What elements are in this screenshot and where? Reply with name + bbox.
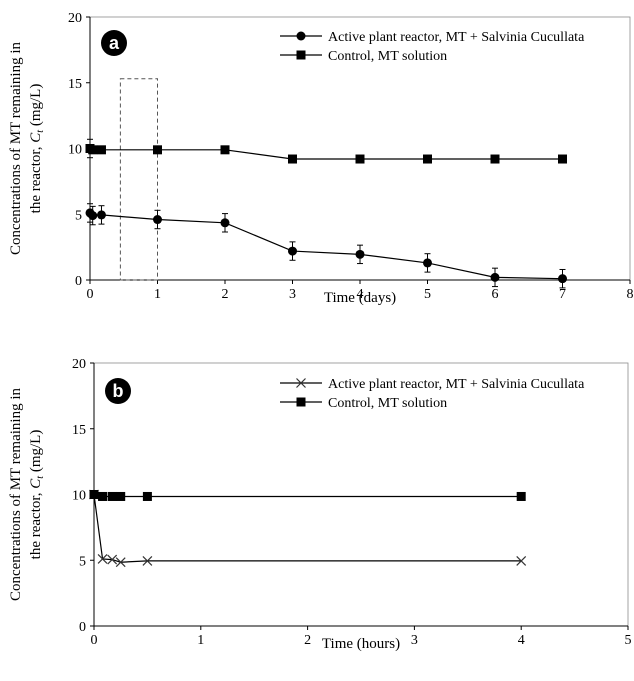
x-marker-stroke bbox=[97, 554, 108, 564]
panel-badge-label: a bbox=[109, 33, 120, 53]
legend-label: Control, MT solution bbox=[328, 49, 447, 64]
series-1 bbox=[89, 489, 527, 568]
series-line bbox=[89, 212, 563, 280]
data-point bbox=[516, 555, 527, 566]
x-tick-label: 3 bbox=[289, 287, 296, 302]
y-axis-title-sub: t bbox=[35, 130, 46, 133]
series-line bbox=[93, 494, 522, 563]
highlight-box bbox=[119, 78, 158, 281]
x-tick-label: 1 bbox=[197, 633, 204, 648]
data-point bbox=[107, 491, 117, 501]
y-axis-title-var: C bbox=[28, 132, 44, 143]
x-tick-label: 7 bbox=[559, 287, 566, 302]
y-axis-title-prefix: the reactor, bbox=[28, 489, 44, 560]
legend: Active plant reactor, MT + Salvinia Cucu… bbox=[280, 30, 585, 64]
y-axis-title-line2: the reactor, Ct (mg/L) bbox=[28, 430, 46, 560]
x-tick-label: 1 bbox=[154, 287, 161, 302]
legend-label: Control, MT solution bbox=[328, 396, 447, 411]
x-marker-stroke bbox=[107, 554, 118, 565]
legend-marker bbox=[296, 397, 306, 407]
data-point bbox=[288, 246, 297, 256]
y-tick-label: 5 bbox=[79, 554, 86, 569]
x-marker-stroke bbox=[296, 378, 306, 388]
y-tick-label: 10 bbox=[68, 143, 82, 158]
data-point bbox=[355, 249, 365, 259]
data-point bbox=[516, 491, 526, 501]
data-point bbox=[490, 272, 500, 282]
x-tick-label: 0 bbox=[87, 287, 94, 302]
data-point bbox=[153, 215, 162, 225]
data-point bbox=[355, 154, 365, 164]
series-line bbox=[93, 493, 522, 498]
x-marker-stroke bbox=[142, 555, 153, 566]
data-point bbox=[97, 554, 108, 564]
y-tick-label: 0 bbox=[75, 274, 82, 289]
x-tick-label: 4 bbox=[357, 287, 364, 302]
y-tick-label: 10 bbox=[72, 489, 86, 504]
data-point bbox=[96, 210, 106, 220]
data-point bbox=[220, 218, 230, 228]
x-tick-label: 3 bbox=[411, 633, 418, 648]
y-axis-title: Concentrations of MT remaining in bbox=[8, 41, 24, 255]
y-axis-title-sub: t bbox=[35, 476, 46, 479]
x-axis-title: Time (hours) bbox=[322, 636, 400, 652]
data-point bbox=[220, 145, 230, 155]
series-2 bbox=[85, 138, 567, 164]
data-point bbox=[142, 555, 153, 566]
data-point bbox=[558, 154, 567, 164]
legend-label: Active plant reactor, MT + Salvinia Cucu… bbox=[328, 30, 585, 45]
legend: Active plant reactor, MT + Salvinia Cucu… bbox=[280, 377, 585, 411]
x-marker-stroke bbox=[516, 555, 527, 566]
y-axis-title: Concentrations of MT remaining in bbox=[8, 387, 24, 601]
x-axis-title: Time (days) bbox=[324, 290, 396, 306]
chart-panel-b: 0 5 10 15 20 0 1 2 3 4 5 Time (hours) Concentrations… bbox=[8, 357, 632, 652]
y-tick-label: 15 bbox=[68, 77, 82, 92]
data-point bbox=[142, 491, 152, 501]
chart-panel-a: 0 5 10 15 20 0 1 2 3 4 5 6 7 8 Time (days) Concentratio… bbox=[8, 11, 634, 306]
data-point bbox=[89, 490, 99, 499]
y-tick-label: 0 bbox=[79, 620, 86, 635]
data-point bbox=[88, 211, 98, 221]
series-2 bbox=[89, 490, 526, 501]
panel-badge bbox=[105, 378, 131, 404]
y-axis-title-unit: (mg/L) bbox=[28, 84, 44, 130]
panel-badge-label: b bbox=[113, 381, 124, 401]
data-point bbox=[98, 491, 108, 501]
y-tick-label: 5 bbox=[75, 208, 82, 223]
y-axis-title-unit: (mg/L) bbox=[28, 430, 44, 476]
legend-marker bbox=[296, 50, 306, 60]
series-1 bbox=[85, 203, 567, 289]
panel-badge bbox=[101, 30, 127, 56]
data-point bbox=[115, 557, 126, 568]
y-axis-title-prefix: the reactor, bbox=[28, 143, 44, 214]
data-point bbox=[490, 154, 500, 164]
data-point bbox=[423, 258, 432, 268]
y-tick-label: 15 bbox=[72, 423, 86, 438]
data-point bbox=[107, 554, 118, 565]
data-point bbox=[423, 154, 432, 164]
x-tick-label: 5 bbox=[625, 633, 632, 648]
x-tick-label: 8 bbox=[627, 287, 634, 302]
x-tick-label: 2 bbox=[222, 287, 229, 302]
data-point bbox=[116, 491, 126, 501]
x-marker-stroke bbox=[115, 557, 126, 568]
x-tick-label: 0 bbox=[91, 633, 98, 648]
x-tick-label: 2 bbox=[304, 633, 311, 648]
x-tick-label: 4 bbox=[518, 633, 525, 648]
y-tick-label: 20 bbox=[72, 357, 86, 372]
data-point bbox=[88, 145, 98, 155]
y-tick-label: 20 bbox=[68, 11, 82, 26]
data-point bbox=[288, 154, 297, 164]
data-point bbox=[96, 145, 106, 155]
x-tick-label: 5 bbox=[424, 287, 431, 302]
x-tick-label: 6 bbox=[492, 287, 499, 302]
legend-marker bbox=[296, 31, 306, 41]
data-point bbox=[153, 145, 162, 155]
y-axis-title-line2: the reactor, Ct (mg/L) bbox=[28, 84, 46, 214]
y-axis-title-var: C bbox=[28, 478, 44, 489]
legend-label: Active plant reactor, MT + Salvinia Cucu… bbox=[328, 377, 585, 392]
legend-marker bbox=[296, 378, 306, 388]
data-point bbox=[558, 274, 567, 284]
